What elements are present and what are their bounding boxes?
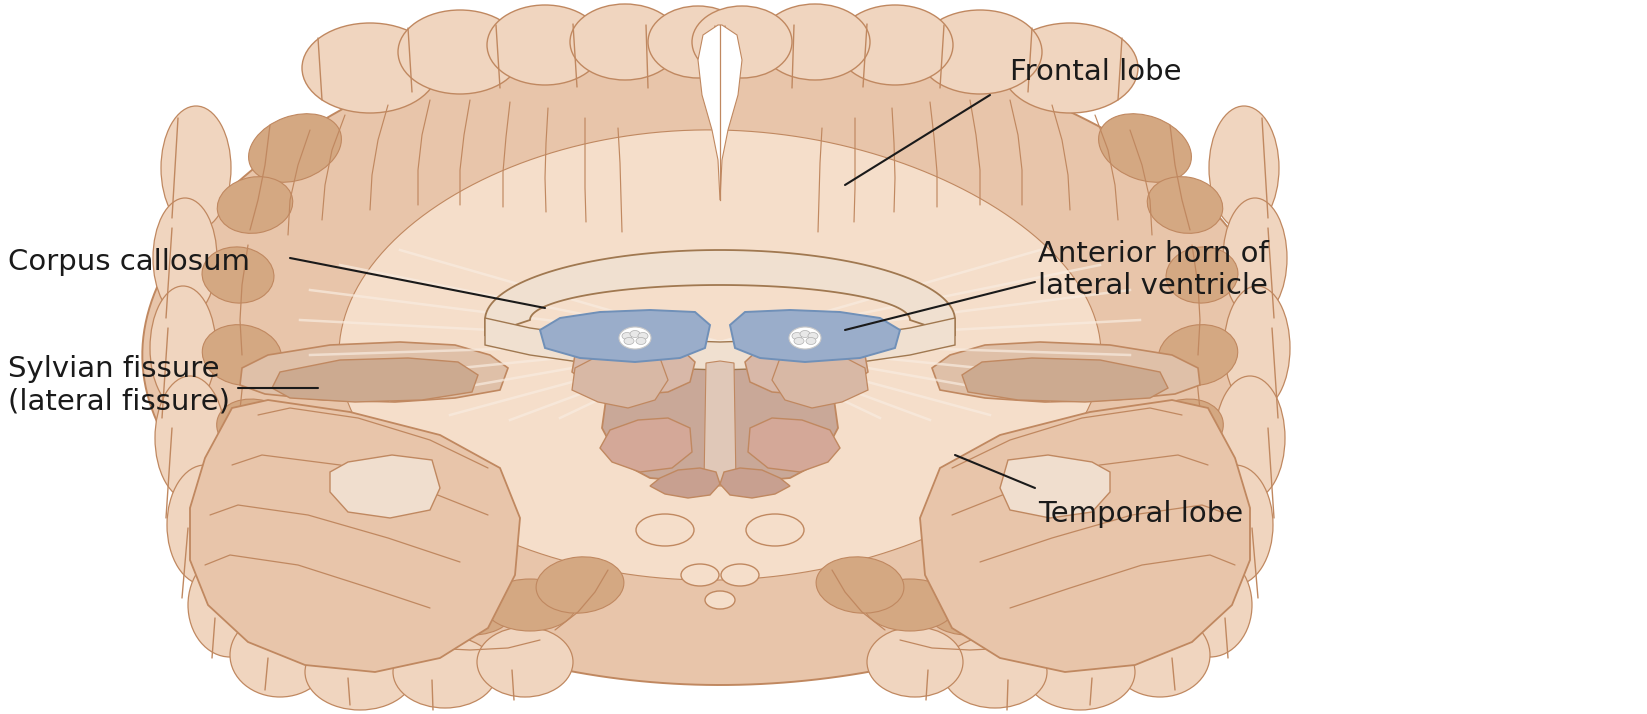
Polygon shape [962, 358, 1168, 402]
Polygon shape [272, 358, 478, 402]
Ellipse shape [837, 5, 954, 85]
Ellipse shape [1059, 524, 1150, 592]
Ellipse shape [399, 10, 522, 94]
Polygon shape [932, 342, 1201, 402]
Ellipse shape [680, 564, 720, 586]
Ellipse shape [249, 114, 341, 182]
Text: Sylvian fissure
(lateral fissure): Sylvian fissure (lateral fissure) [8, 355, 231, 416]
Ellipse shape [484, 579, 576, 631]
Polygon shape [744, 342, 868, 395]
Ellipse shape [1197, 465, 1273, 585]
Polygon shape [484, 318, 955, 370]
Ellipse shape [155, 376, 226, 500]
Ellipse shape [647, 6, 748, 78]
Ellipse shape [217, 176, 293, 233]
Polygon shape [484, 250, 955, 335]
Ellipse shape [1158, 325, 1239, 386]
Ellipse shape [1107, 470, 1194, 534]
Ellipse shape [1224, 286, 1290, 410]
Ellipse shape [805, 338, 815, 344]
Ellipse shape [817, 557, 904, 613]
Ellipse shape [247, 470, 333, 534]
Ellipse shape [991, 565, 1089, 625]
Ellipse shape [188, 553, 272, 657]
Polygon shape [603, 363, 838, 484]
Ellipse shape [917, 10, 1043, 94]
Ellipse shape [1148, 176, 1222, 233]
Polygon shape [540, 310, 710, 362]
Ellipse shape [692, 6, 792, 78]
Polygon shape [651, 468, 720, 498]
Ellipse shape [866, 627, 963, 697]
Ellipse shape [1141, 399, 1224, 461]
Polygon shape [703, 361, 736, 486]
Ellipse shape [161, 106, 231, 230]
Ellipse shape [794, 338, 804, 344]
Ellipse shape [637, 333, 647, 339]
Ellipse shape [231, 613, 329, 697]
Polygon shape [698, 25, 743, 200]
Ellipse shape [809, 333, 819, 339]
Ellipse shape [394, 636, 497, 708]
Ellipse shape [166, 465, 244, 585]
Ellipse shape [305, 634, 415, 710]
Ellipse shape [150, 286, 216, 410]
Text: Frontal lobe: Frontal lobe [1010, 58, 1181, 86]
Ellipse shape [301, 23, 438, 113]
Ellipse shape [1099, 114, 1191, 182]
Ellipse shape [721, 564, 759, 586]
Ellipse shape [619, 327, 651, 349]
Ellipse shape [537, 557, 624, 613]
Ellipse shape [865, 579, 955, 631]
Polygon shape [921, 400, 1250, 672]
Ellipse shape [759, 4, 870, 80]
Ellipse shape [478, 627, 573, 697]
Ellipse shape [290, 524, 380, 592]
Polygon shape [142, 24, 1276, 685]
Ellipse shape [1168, 553, 1252, 657]
Ellipse shape [1166, 247, 1239, 303]
Polygon shape [339, 130, 1102, 580]
Ellipse shape [746, 514, 804, 546]
Ellipse shape [203, 247, 273, 303]
Text: Corpus callosum: Corpus callosum [8, 248, 250, 276]
Ellipse shape [927, 580, 1023, 635]
Ellipse shape [1110, 613, 1211, 697]
Ellipse shape [570, 4, 680, 80]
Polygon shape [720, 468, 791, 498]
Ellipse shape [792, 333, 802, 339]
Polygon shape [572, 352, 669, 408]
Polygon shape [329, 455, 440, 518]
Ellipse shape [636, 514, 693, 546]
Ellipse shape [1024, 634, 1135, 710]
Ellipse shape [705, 591, 735, 609]
Polygon shape [1000, 455, 1110, 518]
Ellipse shape [153, 198, 217, 318]
Ellipse shape [1001, 23, 1138, 113]
Ellipse shape [624, 338, 634, 344]
Ellipse shape [789, 327, 820, 349]
Ellipse shape [217, 399, 300, 461]
Text: Anterior horn of
lateral ventricle: Anterior horn of lateral ventricle [1038, 240, 1268, 301]
Ellipse shape [944, 636, 1047, 708]
Ellipse shape [1215, 376, 1285, 500]
Polygon shape [600, 418, 692, 472]
Polygon shape [772, 352, 868, 408]
Ellipse shape [1224, 198, 1286, 318]
Ellipse shape [1209, 106, 1280, 230]
Ellipse shape [351, 565, 450, 625]
Polygon shape [748, 418, 840, 472]
Polygon shape [572, 342, 695, 395]
Polygon shape [189, 400, 520, 672]
Ellipse shape [203, 325, 282, 386]
Ellipse shape [631, 331, 641, 338]
Ellipse shape [636, 338, 646, 344]
Text: Temporal lobe: Temporal lobe [1038, 500, 1243, 528]
Polygon shape [730, 310, 899, 362]
Ellipse shape [623, 333, 632, 339]
Ellipse shape [488, 5, 603, 85]
Polygon shape [240, 342, 507, 402]
Ellipse shape [417, 580, 512, 635]
Ellipse shape [800, 331, 810, 338]
